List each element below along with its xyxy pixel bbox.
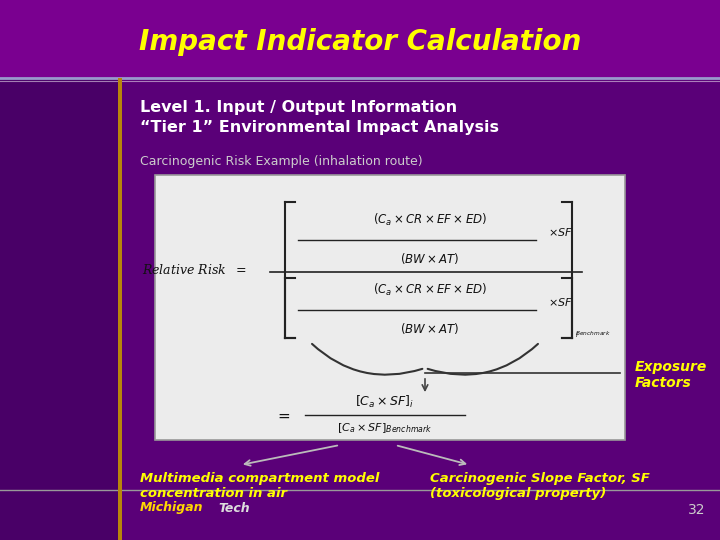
Text: Impact Indicator Calculation: Impact Indicator Calculation: [139, 28, 581, 56]
Text: $_i$: $_i$: [575, 330, 579, 340]
Text: $\times SF$: $\times SF$: [548, 296, 573, 308]
Bar: [0, 78, 120, 540]
Bar: [0, 0, 720, 78]
Text: 32: 32: [688, 503, 705, 517]
Text: $[C_a \times SF]_i$: $[C_a \times SF]_i$: [356, 394, 415, 410]
Text: $(BW \times AT)$: $(BW \times AT)$: [400, 251, 460, 266]
Text: Level 1. Input / Output Information: Level 1. Input / Output Information: [140, 100, 457, 115]
Text: Exposure
Factors: Exposure Factors: [635, 360, 707, 390]
Text: $(C_a \times CR \times EF \times ED)$: $(C_a \times CR \times EF \times ED)$: [373, 282, 487, 298]
Text: $(C_a \times CR \times EF \times ED)$: $(C_a \times CR \times EF \times ED)$: [373, 212, 487, 228]
Text: Carcinogenic Slope Factor, SF
(toxicological property): Carcinogenic Slope Factor, SF (toxicolog…: [430, 472, 649, 500]
Text: $\times SF$: $\times SF$: [548, 226, 573, 238]
Text: Tech: Tech: [218, 502, 250, 515]
FancyBboxPatch shape: [155, 175, 625, 440]
Bar: [0, 78, 720, 540]
Text: Relative Risk  $=$: Relative Risk $=$: [142, 263, 247, 277]
Text: Carcinogenic Risk Example (inhalation route): Carcinogenic Risk Example (inhalation ro…: [140, 155, 423, 168]
Text: $[C_a \times SF]_{Benchmark}$: $[C_a \times SF]_{Benchmark}$: [338, 421, 433, 435]
Text: Michigan: Michigan: [140, 502, 204, 515]
Text: “Tier 1” Environmental Impact Analysis: “Tier 1” Environmental Impact Analysis: [140, 120, 499, 135]
Text: Multimedia compartment model
concentration in air: Multimedia compartment model concentrati…: [140, 472, 379, 500]
Text: $(BW \times AT)$: $(BW \times AT)$: [400, 321, 460, 335]
Text: $=$: $=$: [275, 408, 291, 422]
Bar: [118, 78, 122, 540]
Text: $_{Benchmark}$: $_{Benchmark}$: [575, 329, 611, 338]
